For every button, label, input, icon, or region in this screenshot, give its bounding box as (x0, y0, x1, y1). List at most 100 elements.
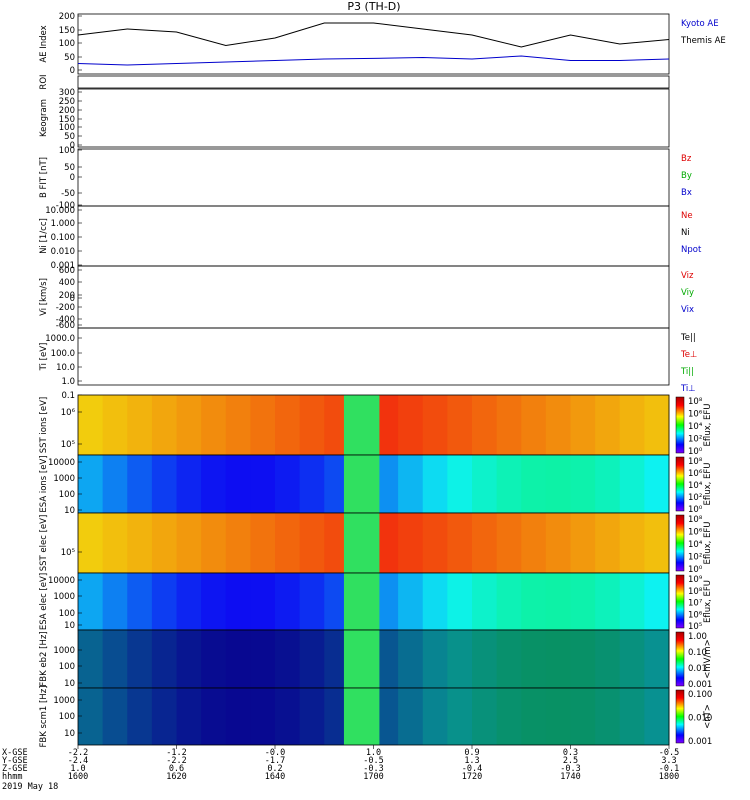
heatmap-cell (447, 395, 473, 455)
frame-velocity (77, 265, 670, 329)
heatmap-cell (496, 688, 522, 745)
heatmap-cell (127, 630, 153, 688)
heatmap-cell (398, 573, 424, 630)
heatmap-cell (275, 395, 301, 455)
xtick-z: -0.3 (560, 764, 580, 774)
legend-Vix: Vix (681, 305, 694, 315)
legend-Ti: Ti|| (680, 367, 694, 377)
ytick-label: 10 (64, 729, 75, 739)
xtick-time: 1600 (68, 772, 88, 782)
colorbar-label: Eflux, EFU (703, 580, 713, 623)
ytick-label: 100 (59, 609, 75, 619)
ytick-label: 10⁵ (61, 548, 75, 558)
ytick-label: 10.0 (56, 363, 75, 373)
ytick-label: 200 (59, 12, 75, 22)
heatmap-cell (343, 513, 380, 573)
ylabel-bfit: B FIT [nT] (39, 157, 49, 198)
heatmap-cell (472, 455, 498, 513)
ytick-label: 10000 (48, 576, 75, 586)
legend-Npot: Npot (681, 245, 702, 255)
ytick-label: 250 (59, 97, 75, 107)
heatmap-cell (472, 513, 498, 573)
colorbar-tick: 10⁴ (688, 540, 703, 550)
colorbar-tick: 0.01 (688, 664, 707, 674)
colorbar-tick: 10⁴ (688, 481, 703, 491)
ytick-label: 1000 (53, 474, 75, 484)
xtick-z: -0.4 (462, 764, 482, 774)
ylabel-fbk_b: FBK scm1 [Hz] (39, 686, 49, 748)
heatmap-cell (176, 395, 202, 455)
colorbar-tick: 10⁷ (688, 599, 703, 609)
heatmap-cell (102, 688, 128, 745)
heatmap-cell (176, 513, 202, 573)
xrow-label: Z-GSE (2, 764, 28, 774)
heatmap-cell (78, 688, 104, 745)
ytick-label: 10 (64, 621, 75, 631)
heatmap-cell (521, 630, 547, 688)
frame-density (77, 205, 670, 267)
heatmap-cell (275, 513, 301, 573)
heatmap-cell (225, 395, 251, 455)
heatmap-cell (545, 688, 571, 745)
heatmap-cell (176, 455, 202, 513)
ylabel-velocity: Vi [km/s] (39, 278, 49, 316)
heatmap-cell (250, 573, 276, 630)
ylabel-esa_ion: ESA ions [eV] (39, 455, 49, 512)
colorbar-tick: 10⁸ (688, 587, 703, 597)
ytick-label: -200 (56, 303, 75, 313)
heatmap-cell (447, 513, 473, 573)
xtick-y: -2.2 (166, 756, 186, 766)
colorbar-tick: 0.001 (688, 680, 712, 690)
xtick-x: 1.0 (366, 748, 381, 758)
heatmap-cell (275, 455, 301, 513)
heatmap-cell (250, 630, 276, 688)
colorbar-tick: 0.001 (688, 737, 712, 747)
heatmap-cell (472, 573, 498, 630)
ytick-label: 10 (64, 679, 75, 689)
colorbar-tick: 10⁸ (688, 515, 703, 525)
heatmap-cell (201, 630, 227, 688)
colorbar-label: <nT> (703, 704, 713, 729)
heatmap-cell (422, 395, 448, 455)
heatmap-cell (151, 630, 177, 688)
heatmap-cell (570, 395, 596, 455)
ytick-label: 200 (59, 291, 75, 301)
legend-Te: Te⊥ (680, 350, 697, 360)
heatmap-cell (595, 455, 621, 513)
heatmap-cell (201, 573, 227, 630)
heatmap-cell (496, 513, 522, 573)
xtick-x: -2.2 (68, 748, 88, 758)
ytick-label: 10.000 (45, 206, 75, 216)
heatmap-cell (151, 688, 177, 745)
heatmap-cell (299, 455, 325, 513)
colorbar-tick: 10⁴ (688, 422, 703, 432)
heatmap-cell (545, 395, 571, 455)
colorbar-label: Eflux, EFU (703, 521, 713, 564)
heatmap-cell (619, 455, 645, 513)
xrow-label: hhmm (2, 772, 22, 782)
heatmap-cell (102, 513, 128, 573)
xtick-time: 1740 (560, 772, 580, 782)
heatmap-cell (570, 455, 596, 513)
xtick-x: -0.0 (265, 748, 285, 758)
frame-ae (77, 13, 670, 75)
heatmap-cell (619, 395, 645, 455)
panel-fbk_b: 0.100 0.010 0.001 <nT> FBK scm1 [Hz] 1000 100 1… (39, 686, 713, 748)
colorbar-label: Eflux, EFU (703, 403, 713, 446)
colorbar-fbk_e: 1.00 0.10 0.01 0.001 <mV/m> (675, 631, 713, 690)
ytick-label: 50 (64, 132, 75, 142)
legend-Bx: Bx (681, 188, 692, 198)
panel-ae: AE Index 200 150 100 50 0 Kyoto AE Themis AE (39, 12, 726, 76)
frame-roi (77, 75, 670, 89)
ytick-label: 50 (64, 53, 75, 63)
xtick-z: -0.1 (659, 764, 679, 774)
heatmap-cell (619, 630, 645, 688)
ylabel-ae: AE Index (39, 25, 49, 62)
colorbar-tick: 10² (688, 435, 702, 445)
xtick-y: -0.5 (363, 756, 383, 766)
colorbar-tick: 10² (688, 493, 702, 503)
